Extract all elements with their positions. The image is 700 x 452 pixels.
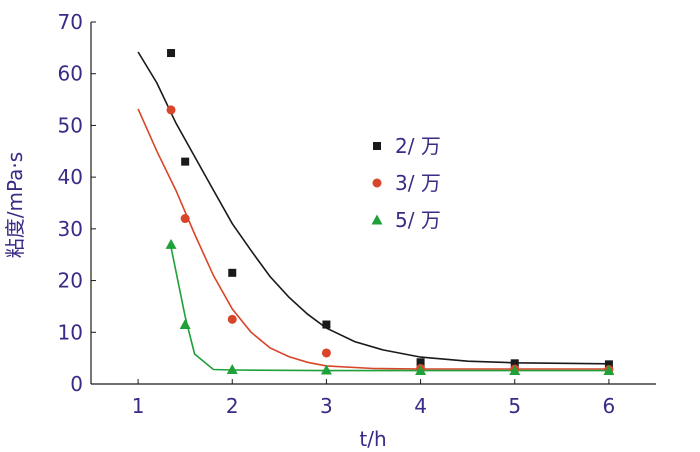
- y-tick-label: 50: [58, 113, 83, 137]
- legend-marker-series-3: [371, 214, 383, 225]
- data-markers: [165, 49, 615, 376]
- y-tick-label: 20: [58, 269, 83, 293]
- x-tick-label: 6: [603, 394, 616, 418]
- y-axis-title: 粘度/mPa·s: [3, 152, 27, 258]
- fit-curve-series-1: [137, 51, 609, 365]
- y-tick-label: 0: [70, 372, 83, 396]
- data-point-series-1: [228, 268, 237, 277]
- x-tick-label: 5: [508, 394, 521, 418]
- data-point-series-3: [179, 319, 191, 330]
- y-tick-label: 30: [58, 217, 83, 241]
- data-point-series-3: [320, 364, 332, 375]
- y-tick-label: 10: [58, 320, 83, 344]
- data-point-series-1: [181, 157, 190, 166]
- legend-label-series-1: 2/ 万: [395, 134, 441, 158]
- data-point-series-3: [603, 365, 615, 376]
- x-tick-label: 1: [132, 394, 145, 418]
- data-point-series-1: [510, 359, 519, 368]
- x-axis-title: t/h: [359, 427, 386, 451]
- data-point-series-2: [227, 314, 237, 324]
- legend: 2/ 万 3/ 万 5/ 万: [371, 134, 441, 232]
- x-tick-label: 3: [320, 394, 333, 418]
- legend-marker-series-1: [373, 142, 381, 150]
- y-tick-label: 70: [58, 10, 83, 34]
- data-point-series-3: [226, 364, 238, 375]
- data-point-series-2: [321, 348, 331, 358]
- y-tick-label: 40: [58, 165, 83, 189]
- fit-curves: [137, 51, 609, 372]
- data-point-series-3: [415, 365, 427, 376]
- data-point-series-1: [167, 49, 176, 58]
- data-point-series-1: [322, 320, 331, 329]
- x-tick-label: 4: [414, 394, 427, 418]
- x-tick-label: 2: [226, 394, 239, 418]
- data-point-series-2: [180, 214, 190, 224]
- data-point-series-3: [165, 238, 177, 249]
- legend-label-series-3: 5/ 万: [395, 208, 441, 232]
- axes: [90, 22, 656, 385]
- ticks: 0 10 20 30 40 50 60 70 1 2 3 4 5 6: [58, 10, 616, 418]
- data-point-series-1: [604, 360, 613, 369]
- data-point-series-1: [416, 358, 425, 367]
- data-point-series-3: [509, 365, 521, 376]
- legend-marker-series-2: [372, 178, 382, 188]
- fit-curve-series-2: [137, 108, 609, 370]
- data-point-series-2: [166, 105, 176, 115]
- y-tick-label: 60: [58, 62, 83, 86]
- legend-label-series-2: 3/ 万: [395, 171, 441, 195]
